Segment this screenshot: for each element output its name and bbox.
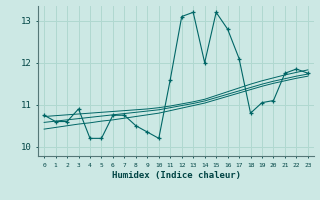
X-axis label: Humidex (Indice chaleur): Humidex (Indice chaleur) [111, 171, 241, 180]
